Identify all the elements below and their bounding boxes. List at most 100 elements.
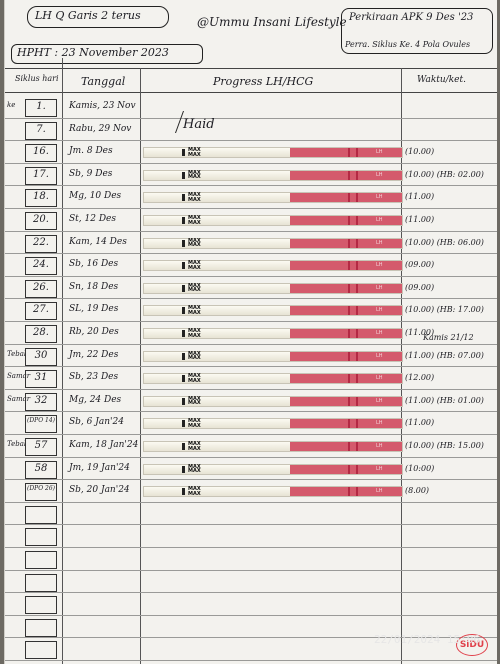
control-line [356,148,358,158]
strip-max-1: MAX [188,418,201,425]
cycle-day-box [25,325,57,343]
test-line [348,306,350,316]
cycle-day-box [25,121,57,140]
row-rule [5,253,497,255]
header-top-line [5,68,497,69]
strip-max-2: MAX [188,309,201,316]
test-line [348,464,350,474]
row-rule [5,185,497,187]
row-rule [5,388,497,390]
cycle-day-box [25,189,57,208]
strip-max-2: MAX [188,242,201,249]
row-time: (11.00) [405,418,435,428]
cycle-day-box [25,302,57,321]
strip-handle-mark [182,330,185,337]
strip-max-label: MAX MAX [188,351,201,361]
strip-result-window: LH [290,238,402,248]
row-date: Sb, 6 Jan'24 [69,417,124,428]
lh-test-strip: MAX MAX LH [143,260,403,272]
control-line [356,487,358,497]
strip-max-label: MAX MAX [188,216,201,226]
strip-max-1: MAX [188,147,201,154]
strip-handle-mark [182,420,185,428]
strip-lh-mark: LH [376,330,383,336]
table-row: 24. Sb, 16 Des MAX MAX LH (09.00) [5,254,497,277]
row-rule [5,501,497,503]
row-rule [5,479,497,481]
empty-row-rule [5,592,497,594]
strip-max-label: MAX MAX [188,442,201,452]
row-rule [5,366,497,368]
empty-cycle-box [25,596,57,615]
row-time: (10.00) [405,147,435,157]
test-line [348,193,350,203]
lh-test-strip: MAX MAX LH [143,418,403,430]
row-time: (11.00) [405,215,435,224]
empty-row-rule [5,569,497,571]
strip-max-2: MAX [188,400,201,407]
table-row: Samar 31 Sb, 23 Des MAX MAX LH (12.00) [5,367,497,390]
strip-max-1: MAX [188,169,201,176]
strip-max-2: MAX [188,174,201,181]
row-date: Kam, 14 Des [69,236,127,247]
estimate-line-1: Perkiraan APK 9 Des '23 [349,12,474,23]
strip-lh-mark: LH [376,352,383,359]
col-divider-1 [62,58,63,664]
strip-handle-mark [182,149,185,157]
table-row: 7. Rabu, 29 Nov Haid [5,110,497,142]
table-row: Tebal 57 Kam, 18 Jan'24 MAX MAX LH (10.00) (HB… [5,435,497,458]
col-header-progress: Progress LH/HCG [213,75,314,88]
strip-max-2: MAX [188,422,201,429]
row-date: Mg, 24 Des [69,394,122,405]
cycle-day: 58 [34,462,48,474]
cycle-day-box [25,212,57,230]
test-line [348,396,350,406]
strip-max-1: MAX [188,373,201,380]
strip-lh-mark: LH [376,217,383,223]
test-line [348,216,350,225]
row-time: (11.00) (HB: 07.00) [405,350,484,360]
lh-test-strip: MAX MAX LH [143,373,403,385]
strip-result-window: LH [290,487,402,497]
table-row: 27. SL, 19 Des MAX MAX LH (10.00) (HB: 17.00) [5,299,497,322]
strip-max-2: MAX [188,219,201,226]
cycle-day: 24. [33,259,49,271]
cycle-day: 18. [33,191,49,203]
cycle-day: 20. [33,214,49,225]
row-time: (11.00) [405,192,435,202]
row-rule [5,140,497,142]
row-date: SL, 19 Des [69,304,119,315]
test-line [348,261,350,271]
lh-test-strip: MAX MAX LH [143,463,403,475]
row-date: Jm. 8 Des [69,146,113,157]
strip-max-label: MAX MAX [188,147,201,158]
row-time: (10:00) [405,463,435,473]
cycle-day: 31 [34,372,48,384]
cycle-day-box [25,370,57,389]
strip-lh-mark: LH [376,239,383,246]
strip-lh-mark: LH [376,420,383,427]
row-prefix: ke [7,101,16,109]
strip-handle-mark [182,352,185,360]
row-time: (11.00) [405,328,435,337]
strip-max-2: MAX [188,332,201,339]
cycle-day-box [25,392,57,411]
strip-result-window: LH [290,329,402,338]
instagram-handle: @Ummu Insani Lifestyle [197,15,347,29]
row-date: Jm, 22 Des [69,349,119,360]
cycle-day-box [25,234,57,253]
cycle-day: 32 [34,394,48,406]
lh-title-box [27,6,169,28]
strip-result-window: LH [290,351,402,361]
row-time: (12.00) [405,373,435,383]
row-date: Sb, 9 Des [69,168,113,179]
photo-timestamp: 22/01/2024 15:06 [374,633,480,646]
brand-logo: SiDU [456,634,488,656]
strip-max-2: MAX [188,287,201,294]
strip-max-1: MAX [188,237,201,244]
cycle-day: (DPO 14) [27,417,55,425]
cycle-day: (DPO 26) [27,485,55,493]
row-date: Kamis, 23 Nov [69,101,136,111]
lh-test-strip: MAX MAX LH [143,282,403,294]
strip-max-label: MAX MAX [188,396,201,407]
